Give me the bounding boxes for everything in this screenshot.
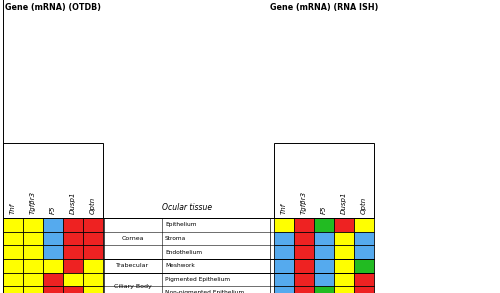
Text: F5: F5 (321, 205, 327, 214)
Bar (274, 272, 294, 286)
Bar (314, 259, 334, 272)
Bar (23, 272, 43, 286)
Bar (3, 218, 23, 232)
Text: Tgfβr3: Tgfβr3 (301, 191, 307, 214)
Text: Ocular tissue: Ocular tissue (162, 202, 212, 212)
Bar (3, 245, 23, 259)
Bar (43, 245, 63, 259)
Bar (23, 259, 43, 272)
Bar (83, 245, 103, 259)
Bar (334, 232, 354, 245)
Bar (294, 259, 314, 272)
Bar (274, 232, 294, 245)
Bar (314, 245, 334, 259)
Text: Tgfβr3: Tgfβr3 (30, 191, 36, 214)
Bar (43, 218, 63, 232)
Text: Non-pigmented Epithelium: Non-pigmented Epithelium (165, 290, 244, 293)
Bar (3, 259, 23, 272)
Bar (334, 259, 354, 272)
Bar (274, 259, 294, 272)
Bar (294, 232, 314, 245)
Bar (334, 272, 354, 286)
Text: Gene (mRNA) (OTDB): Gene (mRNA) (OTDB) (5, 3, 101, 12)
Bar (63, 232, 83, 245)
Text: Gene (mRNA) (RNA ISH): Gene (mRNA) (RNA ISH) (270, 3, 378, 12)
Bar (3, 272, 23, 286)
Text: Stroma: Stroma (165, 236, 186, 241)
Text: Pigmented Epithelium: Pigmented Epithelium (165, 277, 230, 282)
Bar (294, 245, 314, 259)
Text: Ciliary Body: Ciliary Body (114, 284, 152, 289)
Text: Epithelium: Epithelium (165, 222, 196, 227)
Text: Endothelium: Endothelium (165, 250, 202, 255)
Bar (354, 245, 374, 259)
Text: Tnf: Tnf (281, 203, 287, 214)
Bar (274, 286, 294, 293)
Bar (294, 272, 314, 286)
Bar (314, 286, 334, 293)
Bar (83, 286, 103, 293)
Bar (354, 272, 374, 286)
Bar (23, 232, 43, 245)
Bar (314, 272, 334, 286)
Text: Dusp1: Dusp1 (341, 192, 347, 214)
Bar (63, 259, 83, 272)
Bar (354, 259, 374, 272)
Bar (294, 286, 314, 293)
Bar (83, 259, 103, 272)
Bar (3, 286, 23, 293)
Text: Tnf: Tnf (10, 203, 16, 214)
Bar (354, 232, 374, 245)
Bar (63, 272, 83, 286)
Text: F5: F5 (50, 205, 56, 214)
Bar (354, 286, 374, 293)
Bar (3, 143, 103, 218)
Bar (23, 218, 43, 232)
Bar (314, 232, 334, 245)
Bar (354, 218, 374, 232)
Text: Dusp1: Dusp1 (70, 192, 76, 214)
Bar (334, 286, 354, 293)
Bar (274, 218, 294, 232)
Bar (334, 218, 354, 232)
Bar (314, 218, 334, 232)
Text: Trabecular: Trabecular (116, 263, 150, 268)
Text: Optn: Optn (90, 197, 96, 214)
Bar (294, 218, 314, 232)
Text: Optn: Optn (361, 197, 367, 214)
Bar (274, 245, 294, 259)
Bar (274, 143, 374, 218)
Bar (83, 218, 103, 232)
Bar (23, 245, 43, 259)
Text: Meshwork: Meshwork (165, 263, 195, 268)
Bar (23, 286, 43, 293)
Bar (43, 232, 63, 245)
Text: Cornea: Cornea (122, 236, 144, 241)
Bar (83, 272, 103, 286)
Bar (3, 232, 23, 245)
Bar (63, 245, 83, 259)
Bar (63, 218, 83, 232)
Bar (63, 286, 83, 293)
Bar (334, 245, 354, 259)
Bar (83, 232, 103, 245)
Bar (43, 286, 63, 293)
Bar (43, 272, 63, 286)
Bar (43, 259, 63, 272)
